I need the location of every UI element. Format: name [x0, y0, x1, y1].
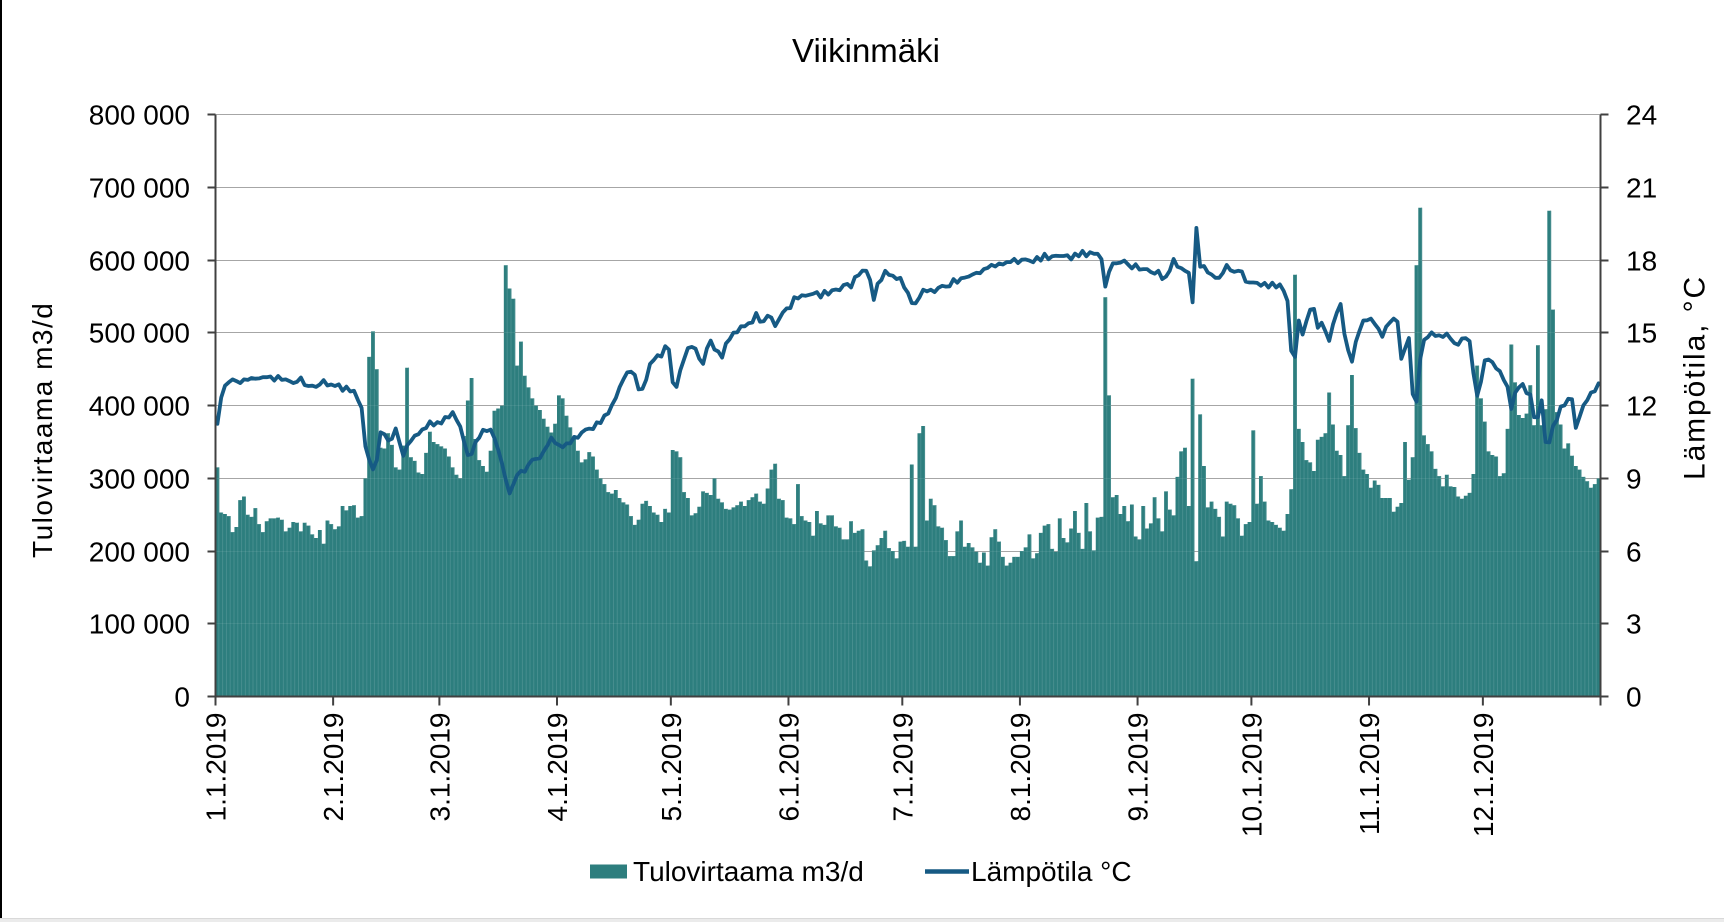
svg-text:700 000: 700 000 — [89, 173, 190, 204]
svg-text:24: 24 — [1626, 100, 1657, 131]
svg-text:Viikinmäki: Viikinmäki — [792, 32, 940, 69]
svg-text:3.1.2019: 3.1.2019 — [424, 713, 455, 822]
svg-text:600 000: 600 000 — [89, 246, 190, 277]
svg-text:800 000: 800 000 — [89, 100, 190, 131]
svg-text:11.1.2019: 11.1.2019 — [1354, 713, 1385, 836]
svg-text:200 000: 200 000 — [89, 537, 190, 568]
svg-text:21: 21 — [1626, 173, 1657, 204]
svg-text:6.1.2019: 6.1.2019 — [774, 713, 805, 822]
svg-text:18: 18 — [1626, 246, 1657, 277]
svg-text:12: 12 — [1626, 391, 1657, 422]
svg-text:7.1.2019: 7.1.2019 — [887, 713, 918, 822]
svg-text:300 000: 300 000 — [89, 464, 190, 495]
svg-text:Lämpötila, °C: Lämpötila, °C — [1679, 275, 1712, 480]
svg-text:Tulovirtaama m3/d: Tulovirtaama m3/d — [27, 302, 58, 558]
svg-text:6: 6 — [1626, 537, 1642, 568]
svg-text:0: 0 — [174, 682, 190, 713]
svg-text:3: 3 — [1626, 609, 1642, 640]
svg-text:4.1.2019: 4.1.2019 — [542, 713, 573, 822]
svg-text:Tulovirtaama m3/d: Tulovirtaama m3/d — [633, 856, 864, 887]
svg-text:12.1.2019: 12.1.2019 — [1468, 713, 1499, 838]
svg-text:2.1.2019: 2.1.2019 — [318, 713, 349, 822]
svg-text:Lämpötila °C: Lämpötila °C — [971, 856, 1132, 887]
svg-text:500 000: 500 000 — [89, 318, 190, 349]
svg-text:10.1.2019: 10.1.2019 — [1236, 713, 1267, 838]
svg-text:5.1.2019: 5.1.2019 — [656, 713, 687, 822]
svg-text:9: 9 — [1626, 464, 1642, 495]
svg-text:1.1.2019: 1.1.2019 — [201, 713, 232, 822]
svg-text:8.1.2019: 8.1.2019 — [1005, 713, 1036, 822]
svg-text:9.1.2019: 9.1.2019 — [1123, 713, 1154, 822]
svg-text:100 000: 100 000 — [89, 609, 190, 640]
svg-text:15: 15 — [1626, 318, 1657, 349]
svg-text:0: 0 — [1626, 682, 1642, 713]
svg-text:400 000: 400 000 — [89, 391, 190, 422]
